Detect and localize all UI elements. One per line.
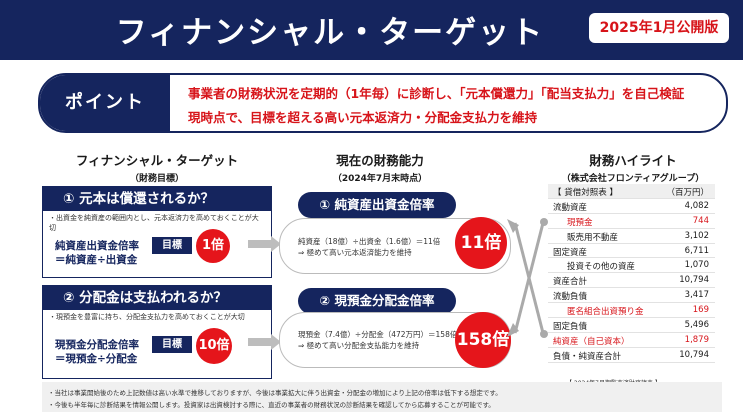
current-value-badge: 11倍	[455, 217, 507, 269]
table-row-label: 現預金	[567, 217, 593, 228]
table-row: 投資その他の資産 1,070	[548, 258, 715, 274]
arrowhead-icon	[507, 323, 519, 337]
connector-dot-icon	[540, 330, 548, 338]
table-row: 純資産（自己資本） 1,879	[548, 333, 715, 348]
link-line-equity	[513, 222, 545, 334]
header-bar: フィナンシャル・ターゲット 2025年1月公開版	[0, 0, 743, 60]
table-row-label: 投資その他の資産	[567, 262, 636, 273]
footnote-box: ・当社は事業開始後のため上記数値は高い水準で推移しておりますが、今後は事業拡大に…	[42, 382, 722, 412]
right-column-subtitle: （株式会社フロンティアグループ）	[561, 174, 705, 184]
table-row-value: 169	[692, 305, 709, 316]
target-metric-formula: ＝現預金÷分配金	[55, 353, 138, 366]
calc-conclusion: ⇒ 極めて高い分配金支払能力を維持	[298, 341, 420, 350]
center-column-heading: 現在の財務能力 （2024年7月末時点）	[290, 150, 470, 184]
current-metric-pill: ② 現預金分配金倍率	[298, 288, 456, 314]
calc-formula: 現預金（7.4億）÷分配金（472万円）＝158倍	[298, 330, 458, 339]
table-row: 負債・純資産合計 10,794	[548, 348, 715, 363]
target-title: ① 元本は償還されるか？	[43, 187, 271, 211]
right-column-title: 財務ハイライト	[589, 153, 677, 168]
target-label-button: 目標	[152, 336, 192, 353]
table-row-label: 流動資産	[553, 202, 588, 213]
current-value-badge: 158倍	[455, 312, 511, 368]
target-label-button: 目標	[152, 237, 192, 254]
table-row: 固定資産 6,711	[548, 244, 715, 259]
target-value-badge: 10倍	[196, 328, 232, 364]
table-row-value: 3,102	[684, 230, 709, 241]
center-column-title: 現在の財務能力	[336, 153, 424, 168]
table-row-value: 1,879	[684, 334, 709, 345]
calc-formula: 純資産（18億）÷出資金（1.6億）＝11倍	[298, 237, 441, 246]
calc-conclusion: ⇒ 極めて高い元本返済能力を維持	[298, 248, 412, 257]
right-column-heading: 財務ハイライト （株式会社フロンティアグループ）	[548, 150, 718, 184]
point-line-2: 現時点で、目標を超える高い元本返済力・分配金支払力を維持	[188, 110, 538, 125]
left-column-heading: フィナンシャル・ターゲット （財務目標）	[42, 150, 272, 184]
arrow-right-icon	[271, 334, 281, 350]
table-row-label: 流動負債	[553, 292, 588, 303]
publish-badge: 2025年1月公開版	[589, 13, 729, 43]
target-metric: 純資産出資金倍率 ＝純資産÷出資金	[55, 239, 139, 267]
table-header-row: 【 貸借対照表 】 （百万円）	[548, 184, 715, 199]
table-row: 現預金 744	[548, 214, 715, 229]
table-row-value: 3,417	[684, 290, 709, 301]
target-box-dividend: ② 分配金は支払われるか？ ・現預金を豊富に持ち、分配金支払力を高めておくことが…	[42, 285, 272, 379]
page-title: フィナンシャル・ターゲット	[115, 15, 545, 51]
arrow-shaft	[248, 338, 272, 346]
center-column-subtitle: （2024年7月末時点）	[332, 174, 428, 184]
target-metric-formula: ＝純資産÷出資金	[55, 254, 138, 267]
table-row: 匿名組合出資預り金 169	[548, 303, 715, 319]
target-note: ・現預金を豊富に持ち、分配金支払力を高めておくことが大切	[49, 313, 245, 321]
table-row-label: 負債・純資産合計	[553, 351, 622, 362]
target-value-badge: 1倍	[196, 229, 230, 263]
table-row: 資産合計 10,794	[548, 273, 715, 289]
arrow-right-icon	[271, 236, 281, 252]
table-body: 流動資産 4,082 現預金 744 販売用不動産 3,102 固定資産 6,711 投資その他…	[548, 199, 715, 363]
table-row-label: 固定負債	[553, 322, 588, 333]
table-row: 固定負債 5,496	[548, 318, 715, 333]
table-row-label: 資産合計	[553, 277, 588, 288]
table-row-value: 10,794	[679, 275, 709, 286]
table-row-value: 4,082	[684, 200, 709, 211]
table-row: 流動資産 4,082	[548, 199, 715, 214]
arrowhead-icon	[507, 219, 519, 233]
footnote-line: ・当社は事業開始後のため上記数値は高い水準で推移しておりますが、今後は事業拡大に…	[48, 389, 502, 397]
target-metric-name: 純資産出資金倍率	[55, 240, 139, 252]
cross-arrows-icon	[507, 218, 548, 338]
balance-sheet-table: 【 貸借対照表 】 （百万円） 流動資産 4,082 現預金 744 販売用不動産 3,1…	[548, 184, 715, 363]
target-note: ・出資金を純資産の範囲内とし、元本返済力を高めておくことが大切	[49, 214, 259, 232]
target-title: ② 分配金は支払われるか？	[43, 286, 271, 310]
table-row-label: 販売用不動産	[567, 232, 619, 243]
footnote-line: ・今後も半年毎に診断結果を情報公開します。投資家は出資検討する際に、直近の事業者…	[48, 401, 495, 409]
current-metric-pill: ① 純資産出資金倍率	[298, 192, 456, 218]
table-row: 販売用不動産 3,102	[548, 229, 715, 244]
table-row-value: 5,496	[684, 320, 709, 331]
table-row-label: 固定資産	[553, 247, 588, 258]
table-row-label: 匿名組合出資預り金	[567, 307, 644, 318]
left-column-title: フィナンシャル・ターゲット	[75, 153, 239, 168]
point-label: ポイント	[40, 75, 170, 131]
target-box-principal: ① 元本は償還されるか？ ・出資金を純資産の範囲内とし、元本返済力を高めておくこ…	[42, 186, 272, 278]
table-header-unit: （百万円）	[666, 188, 709, 198]
table-row-value: 6,711	[684, 245, 709, 256]
arrow-shaft	[248, 240, 272, 248]
connector-dot-icon	[540, 218, 548, 226]
table-row: 流動負債 3,417	[548, 288, 715, 304]
table-header-label: 【 貸借対照表 】	[553, 188, 618, 198]
point-line-1: 事業者の財務状況を定期的（1年毎）に診断し、「元本償還力」「配当支払力」を自己検…	[188, 86, 685, 101]
table-row-value: 1,070	[684, 260, 709, 271]
target-metric: 現預金分配金倍率 ＝現預金÷分配金	[55, 338, 139, 366]
left-column-subtitle: （財務目標）	[129, 174, 184, 184]
point-box: ポイント 事業者の財務状況を定期的（1年毎）に診断し、「元本償還力」「配当支払力…	[38, 73, 728, 133]
table-row-value: 10,794	[679, 349, 709, 360]
table-row-label: 純資産（自己資本）	[553, 336, 630, 347]
table-row-value: 744	[692, 215, 709, 226]
target-metric-name: 現預金分配金倍率	[55, 339, 139, 351]
